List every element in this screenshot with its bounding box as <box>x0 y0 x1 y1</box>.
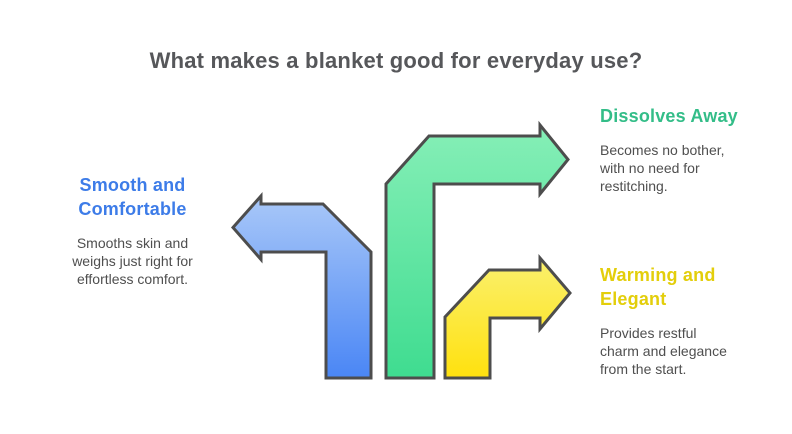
item-dissolves-away: Dissolves Away Becomes no bother, with n… <box>600 104 775 195</box>
up-right-arrow-shape <box>384 120 570 380</box>
smooth-and-comfortable-heading: Smooth and Comfortable <box>78 175 187 219</box>
smooth-and-comfortable-description: Smooths skin and weighs just right for e… <box>72 235 193 287</box>
dissolves-away-heading: Dissolves Away <box>600 106 738 126</box>
dissolves-away-description: Becomes no bother, with no need for rest… <box>600 142 725 194</box>
item-warming-and-elegant: Warming and Elegant Provides restful cha… <box>600 263 775 378</box>
left-arrow-shape <box>231 192 373 380</box>
warming-and-elegant-description: Provides restful charm and elegance from… <box>600 325 727 377</box>
page-title: What makes a blanket good for everyday u… <box>149 48 643 73</box>
right-arrow-shape <box>443 253 572 380</box>
item-smooth-and-comfortable: Smooth and Comfortable Smooths skin and … <box>30 173 235 288</box>
warming-and-elegant-heading: Warming and Elegant <box>600 265 716 309</box>
